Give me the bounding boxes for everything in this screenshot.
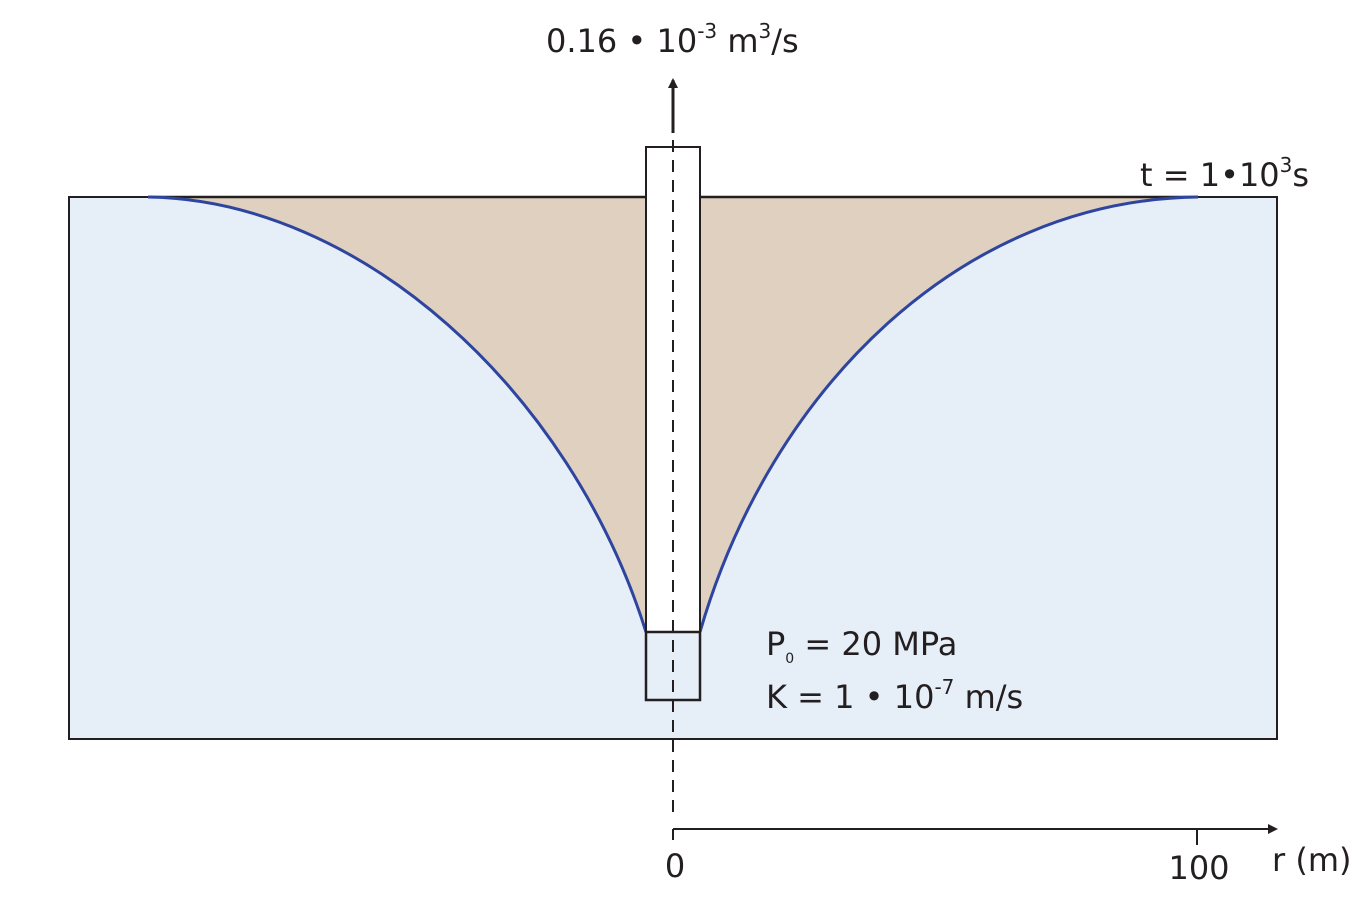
time-base: t = 1•10 [1140,156,1280,194]
drawdown-area-right [700,197,1198,632]
time-exponent: 3 [1280,153,1293,177]
conductivity-exponent: -7 [934,675,954,699]
flow-rate-unit-exponent: 3 [758,19,771,43]
flow-rate-unit: m [717,22,758,60]
flow-rate-unit-tail: /s [771,22,798,60]
time-unit: s [1292,156,1309,194]
tick-label-0: 0 [665,847,685,885]
time-label: t = 1•103s [1140,153,1309,194]
drawdown-curve-right [698,195,1199,633]
pressure-symbol: P [766,625,785,663]
conductivity-unit: m/s [954,678,1023,716]
pressure-value: = 20 MPa [794,625,957,663]
flow-rate-base: 0.16 • 10 [546,22,697,60]
flow-rate-label: 0.16 • 10-3 m3/s [546,19,799,60]
conductivity-label: K = 1 • 10-7 m/s [766,675,1023,716]
drawdown-curve-left [147,195,648,633]
pressure-subscript: 0 [785,651,794,667]
pressure-label: P0 = 20 MPa [766,625,957,667]
tick-label-100: 100 [1168,849,1229,887]
conductivity-base: K = 1 • 10 [766,678,934,716]
axis-label: r (m) [1272,841,1351,879]
flow-rate-exponent: -3 [697,19,717,43]
drawdown-area-left [148,197,646,632]
